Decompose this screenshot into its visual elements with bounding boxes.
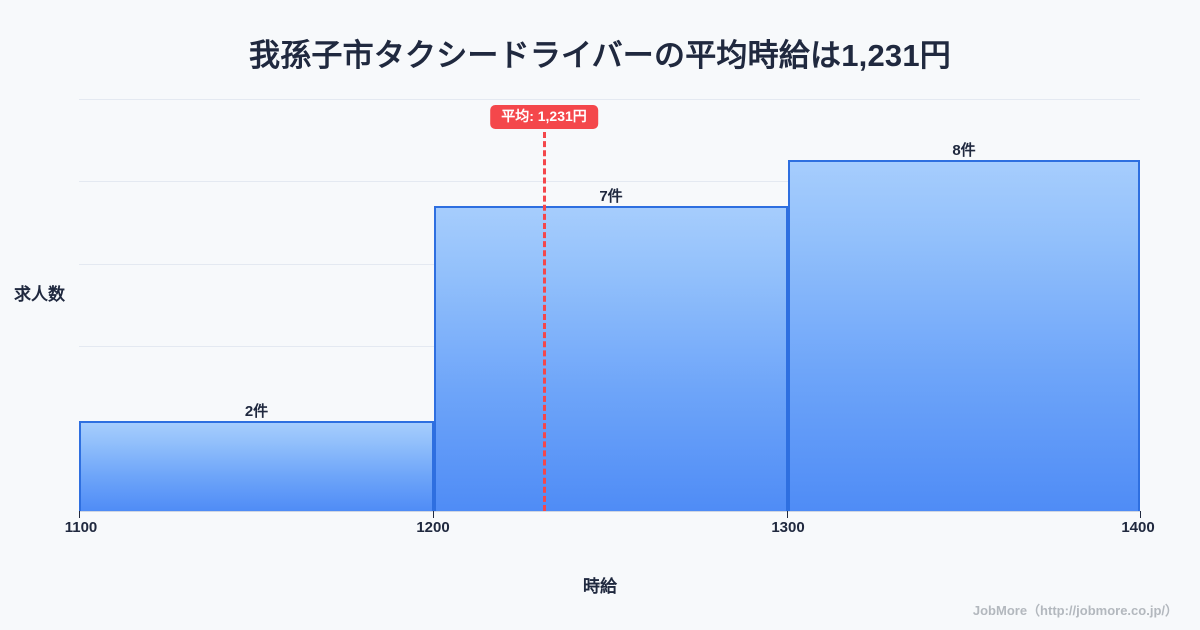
x-tick-label-1100: 1100 bbox=[64, 519, 98, 536]
bar-1100-1200[interactable] bbox=[79, 421, 434, 511]
x-tick-mark bbox=[787, 511, 788, 518]
x-tick-mark bbox=[433, 511, 434, 518]
x-axis-line bbox=[79, 511, 1140, 512]
x-axis-title: 時給 bbox=[583, 577, 617, 596]
y-axis-title: 求人数 bbox=[14, 285, 65, 304]
bar-1300-1400[interactable] bbox=[788, 160, 1140, 511]
bar-value-label: 7件 bbox=[599, 188, 623, 205]
x-tick-label-1300: 1300 bbox=[771, 519, 805, 536]
watermark: JobMore（http://jobmore.co.jp/） bbox=[972, 603, 1178, 618]
average-line bbox=[543, 132, 546, 511]
x-tick-mark bbox=[1140, 511, 1141, 518]
x-tick-label-1200: 1200 bbox=[416, 519, 450, 536]
page-title: 我孫子市タクシードライバーの平均時給は1,231円 bbox=[249, 38, 951, 73]
bar-value-label: 8件 bbox=[952, 142, 976, 159]
average-badge: 平均: 1,231円 bbox=[490, 105, 598, 130]
x-tick-mark bbox=[79, 511, 80, 518]
bar-value-label: 2件 bbox=[244, 403, 269, 420]
x-tick-label-1400: 1400 bbox=[1121, 519, 1155, 536]
gridline bbox=[79, 181, 1140, 182]
bar-1200-1300[interactable] bbox=[434, 206, 788, 511]
gridline bbox=[79, 99, 1140, 100]
